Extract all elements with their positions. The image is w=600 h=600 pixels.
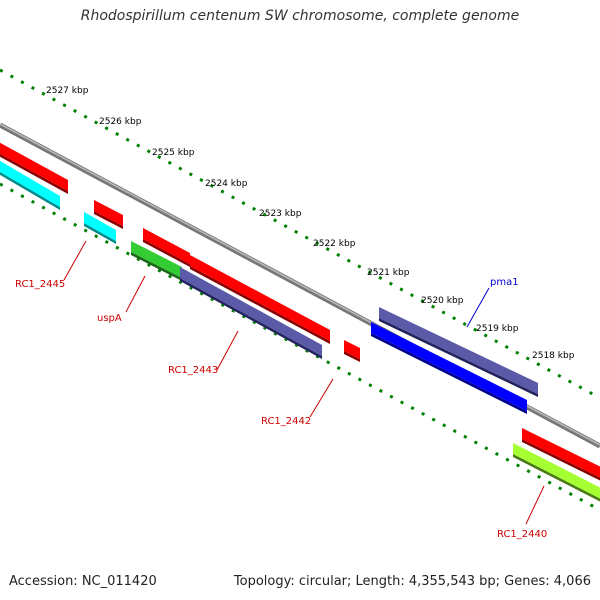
tick-label: 2524 kbp xyxy=(205,179,248,189)
feature-rc1-2442[interactable] xyxy=(344,340,360,362)
feature-red-b[interactable] xyxy=(190,255,330,344)
tick-label: 2525 kbp xyxy=(152,148,195,158)
gene-label-pma1[interactable]: pma1 xyxy=(490,277,519,288)
feature-pma1[interactable] xyxy=(379,307,538,397)
tick-label: 2526 kbp xyxy=(99,117,142,127)
feature-rc1-2440[interactable] xyxy=(513,443,600,504)
feature-rc1-2446[interactable] xyxy=(0,140,68,194)
map-title: Rhodospirillum centenum SW chromosome, c… xyxy=(80,8,520,24)
gene-label-rc1-2442[interactable]: RC1_2442 xyxy=(261,416,311,427)
topology-summary: Topology: circular; Length: 4,355,543 bp… xyxy=(233,574,591,589)
feature-rc1-2445-upper[interactable] xyxy=(0,158,60,210)
inner-tick-row xyxy=(0,182,600,512)
feature-blue[interactable] xyxy=(371,322,527,414)
tick-label: 2522 kbp xyxy=(313,239,356,249)
feature-uspa[interactable] xyxy=(131,241,182,281)
feature-red-a[interactable] xyxy=(143,228,190,267)
gene-label-rc1-2445[interactable]: RC1_2445 xyxy=(15,279,65,290)
tick-label: 2527 kbp xyxy=(46,86,89,96)
feature-rc1-2445[interactable] xyxy=(84,212,116,244)
tick-label: 2519 kbp xyxy=(476,324,519,334)
gene-features xyxy=(0,140,600,504)
outer-tick-row xyxy=(0,68,600,400)
tick-label: 2521 kbp xyxy=(367,268,410,278)
tick-label: 2520 kbp xyxy=(421,296,464,306)
kbp-labels: 2527 kbp 2526 kbp 2525 kbp 2524 kbp 2523… xyxy=(46,86,575,361)
feature-rc1-2443[interactable] xyxy=(180,267,322,359)
gene-label-rc1-2440[interactable]: RC1_2440 xyxy=(497,529,547,540)
accession-text: Accession: NC_011420 xyxy=(9,574,157,589)
tick-label: 2523 kbp xyxy=(259,209,302,219)
tick-label: 2518 kbp xyxy=(532,351,575,361)
gene-label-rc1-2443[interactable]: RC1_2443 xyxy=(168,365,218,376)
feature-red-c[interactable] xyxy=(522,428,600,483)
gene-label-uspa[interactable]: uspA xyxy=(97,313,122,324)
gene-label-group: RC1_2445 uspA RC1_2443 RC1_2442 RC1_2440… xyxy=(15,277,547,540)
feature-small-red[interactable] xyxy=(94,200,123,229)
